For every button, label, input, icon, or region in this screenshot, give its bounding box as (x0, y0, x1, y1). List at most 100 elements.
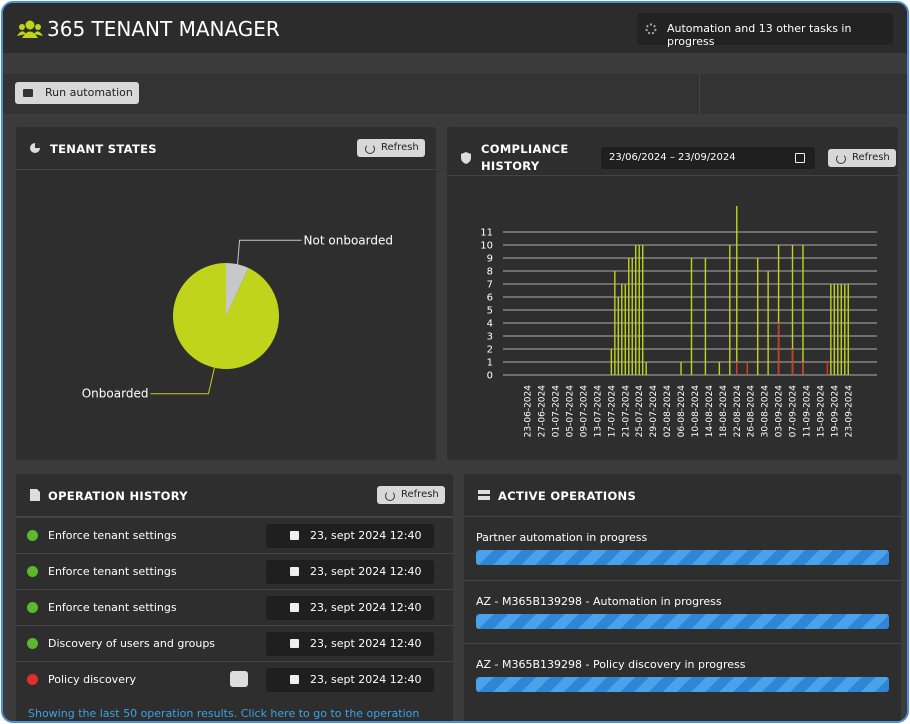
operation-label: AZ - M365B139298 - Policy discovery in p… (476, 658, 746, 671)
x-tick-label: 22-08-2024 (733, 385, 743, 438)
date-box: 23, sept 2024 12:40 (266, 524, 434, 548)
panel-title: OPERATION HISTORY (48, 489, 188, 503)
bar (747, 362, 748, 375)
toolbar: Run automation (3, 74, 907, 114)
refresh-button[interactable]: Refresh (377, 486, 445, 504)
operation-name: Enforce tenant settings (48, 529, 177, 542)
operation-date: 23, sept 2024 12:40 (310, 632, 421, 656)
refresh-button[interactable]: Refresh (357, 139, 425, 157)
status-icon (27, 602, 38, 613)
x-tick-label: 29-07-2024 (649, 385, 659, 438)
status-icon (27, 674, 38, 685)
operation-name: Policy discovery (48, 673, 136, 686)
x-tick-label: 05-07-2024 (566, 385, 576, 438)
calendar-icon (290, 531, 299, 540)
bar (729, 245, 730, 375)
header: 365 TENANT MANAGER Automation and 13 oth… (3, 3, 907, 53)
y-tick-label: 6 (487, 293, 493, 304)
task-status[interactable]: Automation and 13 other tasks in progres… (637, 13, 893, 45)
task-status-text: Automation and 13 other tasks in progres… (667, 22, 893, 48)
y-tick-label: 9 (487, 254, 493, 265)
bar (792, 349, 793, 375)
pie-label: Not onboarded (304, 233, 393, 247)
calendar-icon (290, 675, 299, 684)
y-tick-label: 0 (487, 371, 493, 382)
progress-bar (476, 614, 889, 629)
bar (635, 245, 636, 375)
bar (680, 362, 681, 375)
y-tick-label: 8 (487, 267, 493, 278)
history-link[interactable]: Showing the last 50 operation results. C… (28, 707, 453, 723)
tenant-states-panel: TENANT STATES Refresh Onboarded Not onboa… (16, 127, 436, 460)
spinner (645, 23, 657, 35)
operation-row: Enforce tenant settings 23, sept 2024 12:… (16, 553, 453, 590)
leader-line (150, 368, 214, 394)
progress-bar (476, 550, 889, 565)
x-tick-label: 03-09-2024 (775, 385, 785, 438)
x-tick-label: 14-08-2024 (705, 385, 715, 438)
bar (611, 349, 612, 375)
x-tick-label: 25-07-2024 (635, 385, 645, 438)
bar (618, 297, 619, 375)
run-automation-button[interactable]: Run automation (15, 82, 139, 104)
x-tick-label: 06-08-2024 (677, 385, 687, 438)
bar (802, 245, 803, 375)
operation-name: Enforce tenant settings (48, 565, 177, 578)
operation-date: 23, sept 2024 12:40 (310, 560, 421, 584)
status-icon (27, 566, 38, 577)
x-tick-label: 18-08-2024 (719, 385, 729, 438)
leader-line (238, 240, 302, 264)
bar (642, 245, 643, 375)
pie-label: Onboarded (82, 387, 149, 401)
x-tick-label: 17-07-2024 (607, 385, 617, 438)
active-operations-panel: ACTIVE OPERATIONS Partner automation in … (464, 474, 901, 723)
x-tick-label: 15-09-2024 (816, 385, 826, 438)
date-box: 23, sept 2024 12:40 (266, 668, 434, 692)
bar (632, 258, 633, 375)
bar (705, 258, 706, 375)
bar-chart: 0123456789101123-06-202427-06-202401-07-… (447, 127, 898, 460)
y-tick-label: 5 (487, 306, 493, 317)
calendar-icon (290, 639, 299, 648)
date-box: 23, sept 2024 12:40 (266, 596, 434, 620)
logo-icon (17, 19, 43, 39)
operation-row: Enforce tenant settings 23, sept 2024 12:… (16, 517, 453, 554)
bar (837, 284, 838, 375)
bar (841, 284, 842, 375)
x-tick-label: 27-06-2024 (538, 385, 548, 438)
progress-bar (476, 677, 889, 692)
y-tick-label: 1 (487, 358, 493, 369)
bar (827, 362, 828, 375)
active-operation: AZ - M365B139298 - Policy discovery in p… (464, 643, 901, 707)
bar (645, 362, 646, 375)
x-tick-label: 23-06-2024 (524, 385, 534, 438)
operation-row: Discovery of users and groups23, sept 20… (16, 625, 453, 662)
info-button[interactable] (230, 671, 248, 687)
calendar-icon (290, 567, 299, 576)
run-automation-label: Run automation (45, 82, 133, 104)
y-tick-label: 10 (480, 241, 493, 252)
x-tick-label: 01-07-2024 (552, 385, 562, 438)
bar (767, 271, 768, 375)
status-icon (27, 530, 38, 541)
y-tick-label: 11 (480, 228, 493, 239)
operation-label: AZ - M365B139298 - Automation in progres… (476, 595, 722, 608)
active-operation: Partner automation in progress (464, 517, 901, 580)
operation-date: 23, sept 2024 12:40 (310, 668, 421, 692)
bar (736, 362, 737, 375)
x-tick-label: 10-08-2024 (691, 385, 701, 438)
bar (691, 258, 692, 375)
bar (639, 245, 640, 375)
operation-row: Enforce tenant settings 23, sept 2024 12:… (16, 589, 453, 626)
operation-name: Enforce tenant settings (48, 601, 177, 614)
x-tick-label: 23-09-2024 (844, 385, 854, 438)
panel-title: TENANT STATES (50, 142, 157, 156)
date-box: 23, sept 2024 12:40 (266, 560, 434, 584)
operation-date: 23, sept 2024 12:40 (310, 524, 421, 548)
x-tick-label: 07-09-2024 (789, 385, 799, 438)
y-tick-label: 2 (487, 345, 493, 356)
active-operation: AZ - M365B139298 - Automation in progres… (464, 580, 901, 644)
operation-label: Partner automation in progress (476, 531, 647, 544)
x-tick-label: 11-09-2024 (802, 385, 812, 438)
